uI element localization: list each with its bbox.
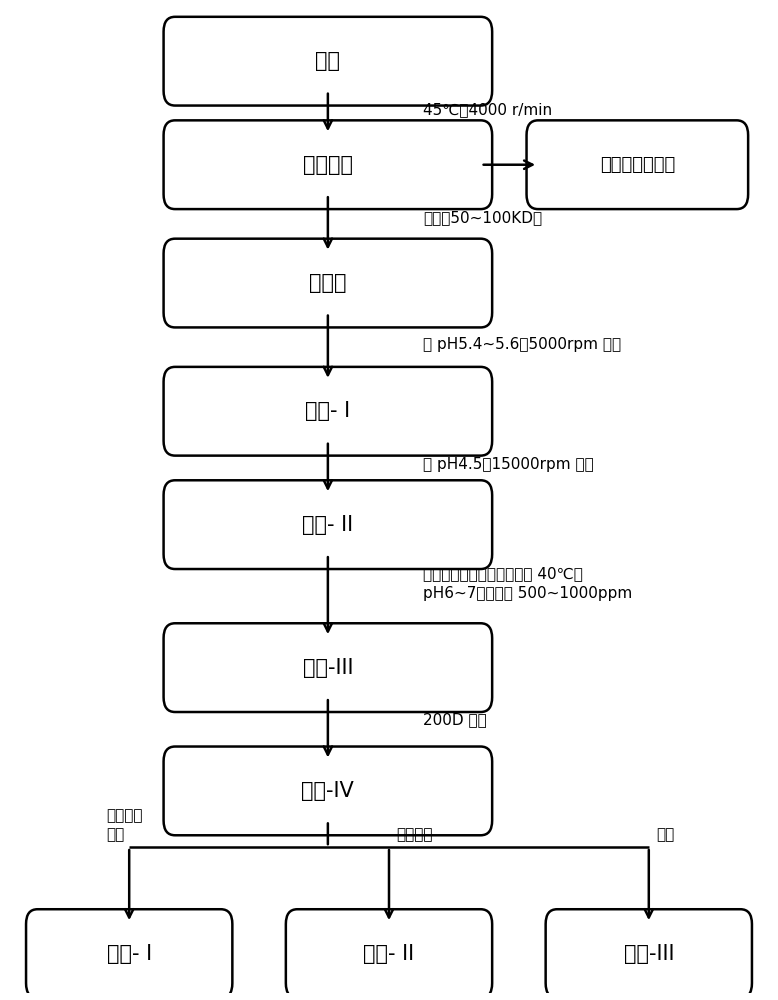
Text: 初乳粉生产工艺: 初乳粉生产工艺 [600, 156, 675, 174]
Text: 产品-III: 产品-III [623, 944, 674, 964]
Text: 无菌过滤
灌装: 无菌过滤 灌装 [107, 809, 143, 842]
Text: 200D 纳滤: 200D 纳滤 [423, 712, 487, 727]
Text: 液体- I: 液体- I [305, 401, 350, 421]
FancyBboxPatch shape [163, 367, 492, 456]
FancyBboxPatch shape [527, 120, 748, 209]
FancyBboxPatch shape [163, 239, 492, 327]
Text: 超滤，50~100KD；: 超滤，50~100KD； [423, 210, 542, 225]
FancyBboxPatch shape [286, 909, 492, 998]
Text: 产品- II: 产品- II [363, 944, 415, 964]
FancyBboxPatch shape [163, 480, 492, 569]
FancyBboxPatch shape [163, 623, 492, 712]
Text: 液体- II: 液体- II [303, 515, 353, 535]
FancyBboxPatch shape [26, 909, 233, 998]
FancyBboxPatch shape [545, 909, 752, 998]
FancyBboxPatch shape [163, 17, 492, 106]
Text: 初乳液: 初乳液 [309, 273, 347, 293]
Text: 膜固定化乳糖酶法酵解乳糖 40℃，
pH6~7，酵浓度 500~1000ppm: 膜固定化乳糖酶法酵解乳糖 40℃， pH6~7，酵浓度 500~1000ppm [423, 566, 633, 601]
Text: 液体-III: 液体-III [303, 658, 353, 678]
FancyBboxPatch shape [163, 747, 492, 835]
Text: 调 pH4.5，15000rpm 离心: 调 pH4.5，15000rpm 离心 [423, 457, 594, 472]
Text: 干燥: 干燥 [657, 827, 675, 842]
Text: 脱脂初乳: 脱脂初乳 [303, 155, 353, 175]
Text: 饮料调配: 饮料调配 [397, 827, 433, 842]
FancyBboxPatch shape [163, 120, 492, 209]
Text: 45℃，4000 r/min: 45℃，4000 r/min [423, 102, 552, 117]
Text: 调 pH5.4~5.6，5000rpm 离心: 调 pH5.4~5.6，5000rpm 离心 [423, 337, 622, 352]
Text: 产品- I: 产品- I [107, 944, 152, 964]
Text: 初乳: 初乳 [315, 51, 340, 71]
Text: 液体-IV: 液体-IV [302, 781, 354, 801]
